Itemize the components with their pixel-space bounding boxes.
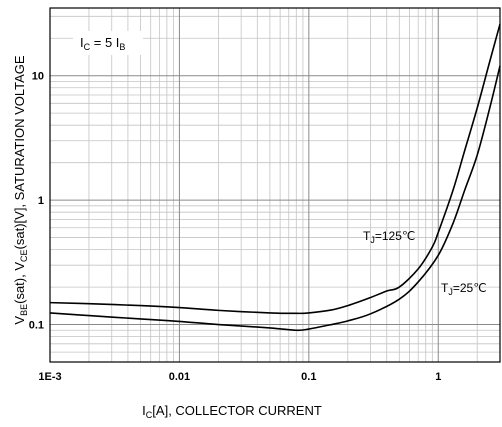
y-axis-label: VBE(sat), VCE(sat)[V], SATURATION VOLTAG… bbox=[12, 55, 29, 324]
y-tick-label: 10 bbox=[32, 71, 44, 83]
annotation-tj-25: TJ=25℃ bbox=[441, 281, 487, 297]
series-curves bbox=[49, 23, 501, 332]
annotation-tj-125: TJ=125℃ bbox=[363, 229, 415, 245]
vbe-sat-curve bbox=[49, 23, 501, 315]
vce-sat-curve bbox=[49, 65, 501, 332]
x-axis-label: IC[A], COLLECTOR CURRENT bbox=[142, 403, 322, 420]
x-tick-label: 0.1 bbox=[301, 371, 316, 383]
x-tick-labels: 1E-3 0.01 0.1 1 bbox=[38, 371, 441, 383]
x-tick-label: 1 bbox=[435, 371, 441, 383]
x-tick-label: 1E-3 bbox=[38, 371, 61, 383]
y-tick-label: 0.1 bbox=[29, 320, 44, 332]
y-tick-label: 1 bbox=[38, 195, 44, 207]
condition-label: IC = 5 IB bbox=[80, 35, 125, 52]
condition-box bbox=[73, 31, 143, 55]
x-tick-label: 0.01 bbox=[169, 371, 190, 383]
y-tick-labels: 0.1 1 10 bbox=[29, 71, 44, 332]
plot-frame bbox=[49, 7, 501, 363]
minor-gridlines bbox=[50, 8, 501, 363]
